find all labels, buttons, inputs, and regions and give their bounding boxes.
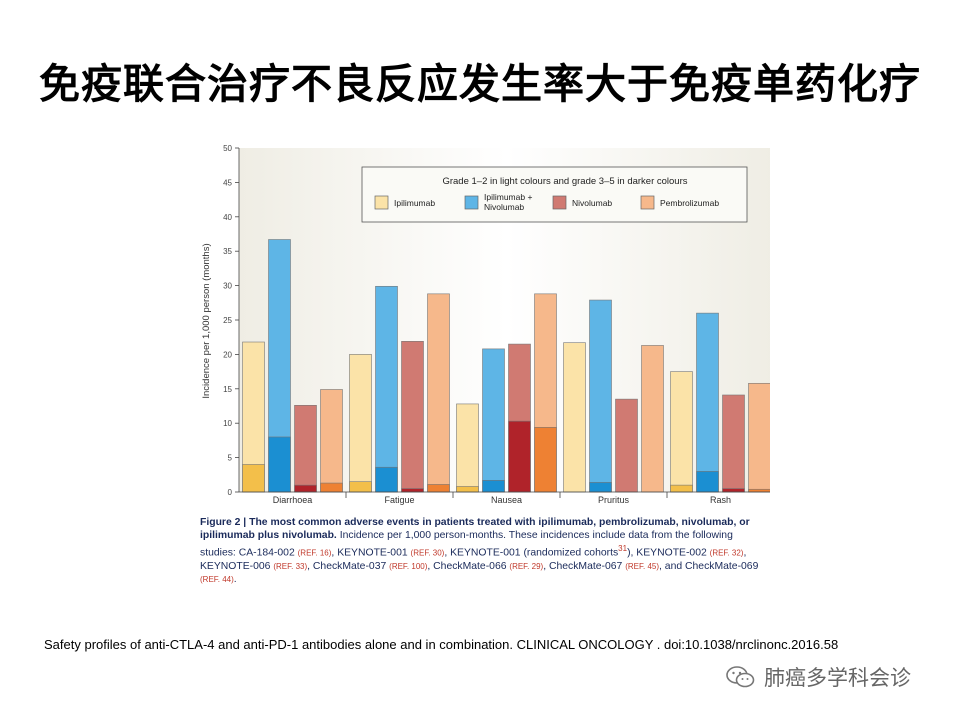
legend-title: Grade 1–2 in light colours and grade 3–5… <box>442 176 687 187</box>
bar-grade3-5 <box>294 484 317 493</box>
y-tick-label: 30 <box>223 282 232 291</box>
brand-label: 肺癌多学科会诊 <box>764 666 911 690</box>
x-tick-label: Pruritus <box>598 495 630 505</box>
y-tick-label: 5 <box>228 454 233 463</box>
bar-grade1-2 <box>589 299 612 493</box>
bar-grade3-5 <box>589 482 612 493</box>
bar-grade3-5 <box>508 420 531 493</box>
bar-grade3-5 <box>375 466 398 493</box>
y-tick-label: 25 <box>223 316 232 325</box>
caption-ref: (REF. 32) <box>709 548 744 558</box>
caption-text: ), KEYNOTE-002 <box>627 547 710 559</box>
legend-swatch <box>640 195 655 210</box>
caption-ref: (REF. 30) <box>410 548 445 558</box>
caption-text: , and CheckMate-069 <box>659 561 759 573</box>
bar-grade1-2 <box>615 398 638 493</box>
y-tick-label: 20 <box>223 350 232 359</box>
citation: Safety profiles of anti-CTLA-4 and anti-… <box>44 637 839 652</box>
caption-ref: (REF. 44) <box>200 575 234 585</box>
slide-title: 免疫联合治疗不良反应发生率大于免疫单药化疗 <box>39 60 921 108</box>
caption-text: , KEYNOTE-001 <box>331 547 411 559</box>
bar-grade3-5 <box>456 486 479 493</box>
bar-grade1-2 <box>748 382 770 493</box>
bar-grade3-5 <box>670 484 693 493</box>
bar-grade1-2 <box>641 345 664 493</box>
bar-grade1-2 <box>456 403 479 493</box>
y-tick-label: 40 <box>223 213 232 222</box>
caption-text: , KEYNOTE-006 <box>200 547 747 573</box>
bar-chart: 0 5 10 15 20 25 30 35 40 45 50 Diarrhoea Fatigue Naus… <box>201 144 770 505</box>
caption-ref: (REF. 16) <box>297 548 332 558</box>
bar-grade3-5 <box>242 464 265 493</box>
caption-text: , CheckMate-067 <box>543 561 626 573</box>
y-tick-label: 45 <box>223 178 232 187</box>
caption-ref: (REF. 33) <box>273 562 308 572</box>
y-tick-label: 0 <box>228 488 233 497</box>
legend-label: Ipilimumab + Nivolumab <box>484 192 532 212</box>
bar-grade3-5 <box>696 471 719 493</box>
y-tick-label: 10 <box>223 419 232 428</box>
bar-grade1-2 <box>482 348 505 493</box>
legend-swatch <box>464 195 479 210</box>
caption-ref: (REF. 45) <box>625 562 660 572</box>
legend-label: Nivolumab <box>572 198 612 208</box>
bar-grade1-2 <box>349 354 372 493</box>
caption-lead: Figure 2 | The most common adverse event… <box>200 517 750 542</box>
legend-label: Ipilimumab <box>394 198 435 208</box>
bar-grade1-2 <box>427 293 450 493</box>
bar-grade1-2 <box>294 405 317 493</box>
y-tick-label: 50 <box>223 144 232 153</box>
bar-grade3-5 <box>427 484 450 493</box>
bar-grade1-2 <box>696 312 719 493</box>
legend-swatch <box>552 195 567 210</box>
bar-grade3-5 <box>401 488 424 493</box>
bar-grade3-5 <box>349 481 372 493</box>
x-tick-label: Fatigue <box>384 495 414 505</box>
bar-grade1-2 <box>401 341 424 493</box>
caption-ref: (REF. 29) <box>509 562 544 572</box>
bar-grade3-5 <box>268 436 291 493</box>
bar-grade1-2 <box>320 389 343 493</box>
y-axis-label: Incidence per 1,000 person (months) <box>201 243 212 398</box>
brand-watermark: 肺癌多学科会诊 <box>726 662 911 692</box>
y-tick-label: 15 <box>223 385 232 394</box>
caption-text: , CheckMate-066 <box>427 561 510 573</box>
bar-grade3-5 <box>748 488 770 493</box>
bar-grade3-5 <box>722 488 745 493</box>
caption-ref: (REF. 100) <box>389 562 428 572</box>
bar-grade1-2 <box>375 285 398 493</box>
caption-text: . <box>233 574 237 586</box>
x-tick-label: Rash <box>710 495 731 505</box>
figure-caption: Figure 2 | The most common adverse event… <box>200 516 765 586</box>
caption-text: Incidence per 1,000 person-months. These… <box>200 530 733 559</box>
bar-grade3-5 <box>320 482 343 493</box>
bar-grade1-2 <box>722 394 745 493</box>
caption-ref: 31 <box>618 544 628 554</box>
bar-grade1-2 <box>670 371 693 493</box>
caption-text: , KEYNOTE-001 (randomized cohorts <box>444 547 619 559</box>
wechat-icon <box>726 666 755 688</box>
caption-text: , CheckMate-037 <box>307 561 390 573</box>
bar-grade3-5 <box>534 427 557 493</box>
bar-grade1-2 <box>563 342 586 493</box>
x-tick-label: Nausea <box>491 495 522 505</box>
legend-swatch <box>374 195 389 210</box>
legend: Grade 1–2 in light colours and grade 3–5… <box>361 166 748 223</box>
x-tick-label: Diarrhoea <box>273 495 313 505</box>
y-tick-label: 35 <box>223 247 232 256</box>
legend-label: Pembrolizumab <box>660 198 719 208</box>
bar-grade3-5 <box>482 480 505 493</box>
